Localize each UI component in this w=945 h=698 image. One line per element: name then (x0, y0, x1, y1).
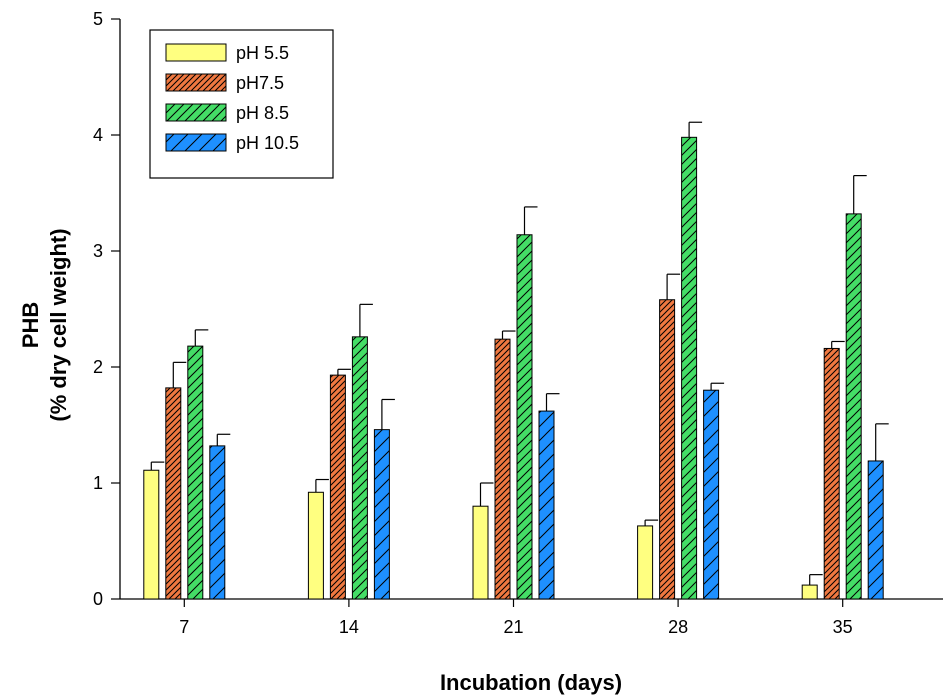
y-axis-title: PHB (% dry cell weight) (18, 228, 71, 421)
bar-ph7-5-day-28-hatch (659, 299, 675, 599)
bar-ph7-5-day-35-hatch (824, 348, 840, 599)
legend-label-ph10-5: pH 10.5 (236, 133, 299, 153)
y-tick-label: 3 (93, 241, 103, 261)
y-tick-label: 1 (93, 473, 103, 493)
bar-ph10-5-day-21-hatch (539, 411, 554, 599)
bar-ph5-5-day-7 (143, 469, 160, 600)
legend-label-ph8-5: pH 8.5 (236, 103, 289, 123)
bar-ph8-5-day-7-hatch (187, 346, 203, 599)
bar-ph7-5-day-7-hatch (165, 387, 181, 599)
legend-label-ph7-5: pH7.5 (236, 73, 284, 93)
bar-ph7-5-day-14-hatch (330, 375, 346, 599)
x-tick-label: 7 (179, 617, 189, 637)
legend: pH 5.5 pH7.5 pH 8.5 pH 10.5 (149, 29, 334, 179)
legend-label-ph5-5: pH 5.5 (236, 43, 289, 63)
bar-ph7-5-day-21-hatch (495, 339, 510, 599)
y-tick-label: 0 (93, 589, 103, 609)
bar-ph5-5-day-35 (801, 584, 818, 600)
legend-swatch-hatch-ph10-5 (166, 134, 226, 151)
plot-area: 0 1 2 3 4 5 7 14 21 28 35 (93, 9, 943, 637)
bar-ph5-5-day-28 (637, 525, 654, 600)
y-axis-title-line2: (% dry cell weight) (46, 228, 71, 421)
bar-ph10-5-day-28-hatch (703, 390, 719, 599)
x-axis-title: Incubation (days) (440, 670, 622, 695)
x-tick-label: 35 (833, 617, 853, 637)
x-tick-label: 14 (339, 617, 359, 637)
bar-ph8-5-day-14-hatch (352, 336, 368, 599)
y-tick-label: 4 (93, 125, 103, 145)
x-tick-label: 21 (503, 617, 523, 637)
bar-ph8-5-day-35-hatch (846, 213, 862, 599)
bar-ph8-5-day-28-hatch (681, 137, 697, 599)
x-tick-label: 28 (668, 617, 688, 637)
bar-ph10-5-day-35-hatch (868, 460, 884, 599)
y-axis-title-line1: PHB (18, 302, 43, 348)
bar-ph10-5-day-14-hatch (374, 429, 390, 599)
bar-ph5-5-day-21 (472, 505, 489, 600)
y-tick-label: 2 (93, 357, 103, 377)
bar-ph10-5-day-7-hatch (209, 445, 225, 599)
y-tick-label: 5 (93, 9, 103, 29)
legend-swatch-ph5-5 (165, 43, 227, 62)
legend-swatch-hatch-ph7-5 (166, 74, 226, 91)
bar-ph8-5-day-21-hatch (517, 234, 532, 599)
bar-ph5-5-day-14 (307, 491, 324, 600)
legend-swatch-hatch-ph8-5 (166, 104, 226, 121)
